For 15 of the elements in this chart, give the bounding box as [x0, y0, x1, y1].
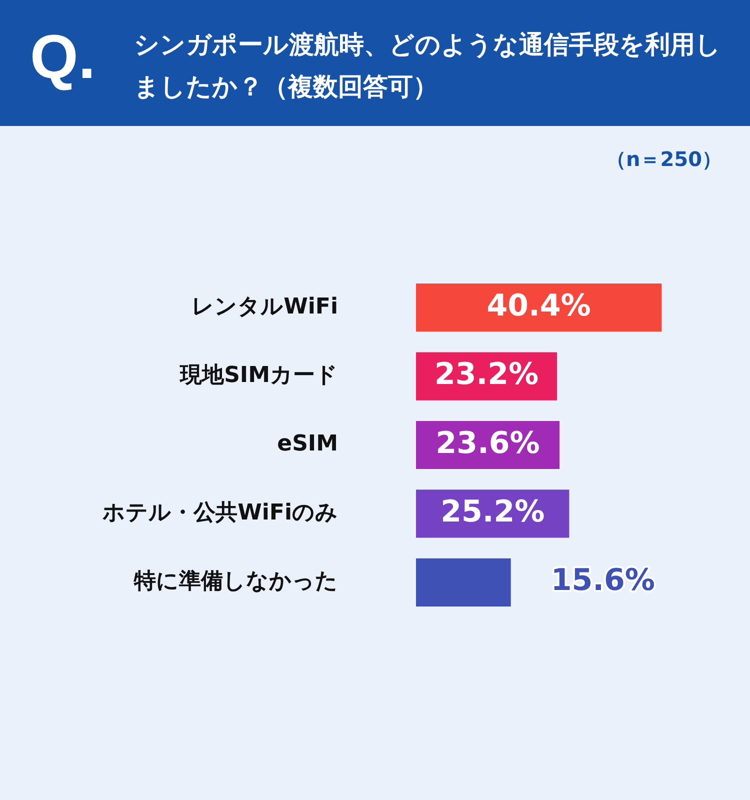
y-tick-label: 特に準備しなかった [133, 569, 338, 594]
y-tick-label: レンタルWiFi [192, 294, 338, 320]
data-label: 23.2% [434, 357, 539, 392]
data-label: 25.2% [440, 494, 545, 530]
text: Q. [30, 22, 96, 93]
chart-title: シンガポール渡航時、どのような通信手段を利用しましたか？（複数回答可） [134, 29, 722, 103]
data-label: 15.6% [550, 563, 655, 598]
data-label: 40.4% [486, 288, 591, 324]
bar [416, 558, 511, 606]
y-tick-label: 現地SIMカード [179, 363, 338, 388]
data-label: 23.6% [436, 426, 540, 461]
y-tick-label: ホテル・公共WiFiのみ [102, 500, 338, 526]
chart-subtitle: （n＝250） [606, 146, 722, 173]
y-tick-label: eSIM [277, 432, 338, 457]
bar [416, 284, 662, 332]
